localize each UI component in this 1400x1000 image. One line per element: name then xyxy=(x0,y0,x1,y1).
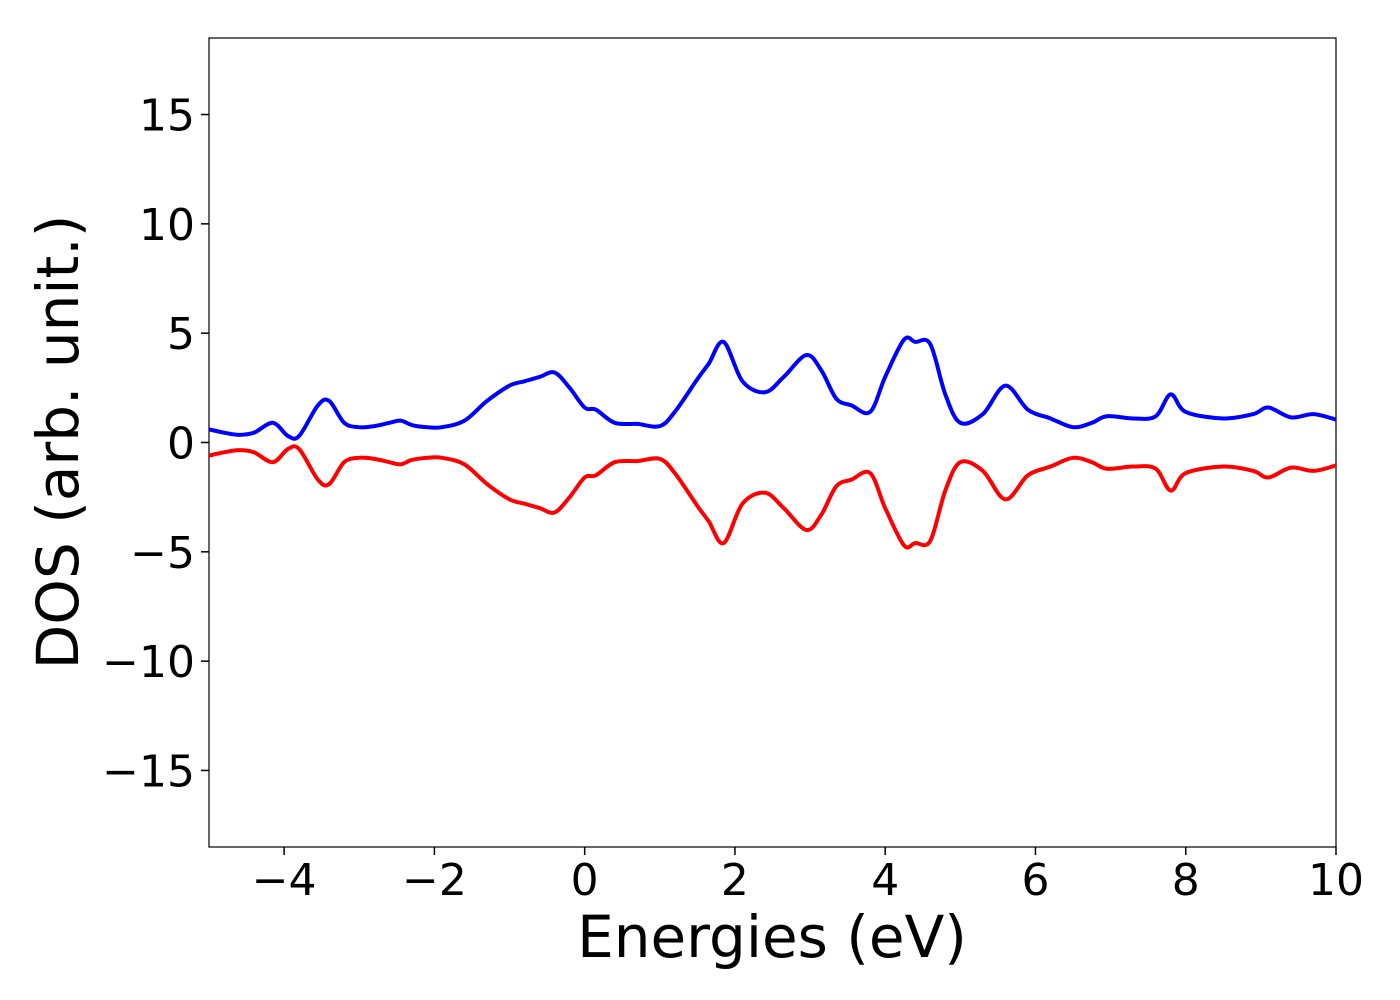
y-tick-label: −5 xyxy=(130,528,195,579)
x-tick-label: 10 xyxy=(1308,855,1364,906)
y-tick-label: 15 xyxy=(139,91,195,142)
x-axis-ticks: −4 −2 0 2 4 6 8 10 xyxy=(252,847,1364,906)
series-line-1 xyxy=(209,335,1336,441)
x-axis-label: Energies (eV) xyxy=(577,903,967,971)
x-tick-label: 0 xyxy=(571,855,599,906)
y-tick-label: 5 xyxy=(167,309,195,360)
x-tick-label: −2 xyxy=(402,855,467,906)
y-tick-label: 0 xyxy=(167,419,195,470)
y-axis-label: DOS (arb. unit.) xyxy=(24,215,92,670)
plot-area xyxy=(208,37,1337,848)
y-axis-ticks: −15 −10 −5 0 5 10 15 xyxy=(102,91,209,797)
y-tick-label: 10 xyxy=(139,200,195,251)
y-tick-label: −15 xyxy=(102,746,195,797)
series-line-2 xyxy=(209,444,1336,550)
y-tick-label: −10 xyxy=(102,637,195,688)
series-layer xyxy=(209,335,1336,550)
x-tick-label: 2 xyxy=(721,855,749,906)
x-tick-label: 8 xyxy=(1172,855,1200,906)
x-tick-label: 4 xyxy=(871,855,899,906)
x-tick-label: −4 xyxy=(252,855,317,906)
x-tick-label: 6 xyxy=(1021,855,1049,906)
